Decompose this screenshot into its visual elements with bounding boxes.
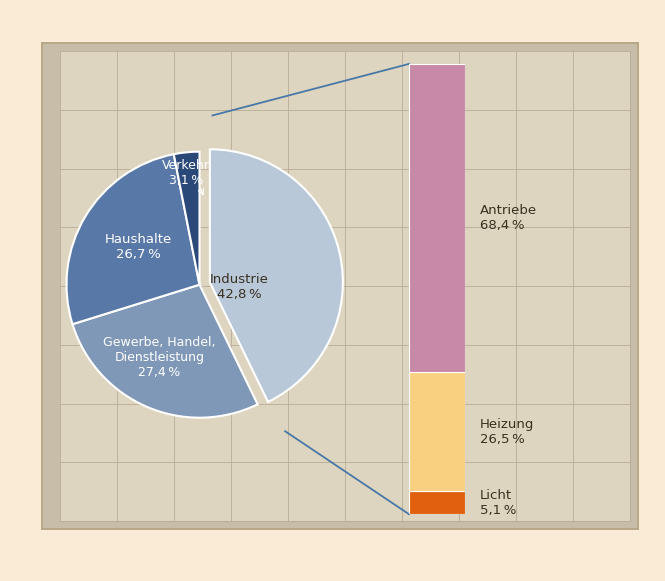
Bar [409, 64, 465, 372]
Text: Antriebe
68,4 %: Antriebe 68,4 % [479, 204, 537, 232]
Wedge shape [174, 152, 199, 285]
Bar [60, 51, 630, 521]
Bar [409, 372, 465, 491]
Text: Gewerbe, Handel,
Dienstleistung
27,4 %: Gewerbe, Handel, Dienstleistung 27,4 % [103, 336, 216, 379]
Text: Heizung
26,5 %: Heizung 26,5 % [479, 418, 534, 446]
Text: Verkehr
3,1 %: Verkehr 3,1 % [162, 159, 210, 187]
Wedge shape [210, 149, 343, 402]
Wedge shape [72, 285, 257, 418]
Wedge shape [66, 154, 200, 324]
Text: Industrie
42,8 %: Industrie 42,8 % [210, 273, 269, 302]
Bar [409, 491, 465, 514]
Text: Haushalte
26,7 %: Haushalte 26,7 % [104, 234, 172, 261]
Bar [465, 64, 474, 514]
Bar [42, 43, 638, 529]
Text: Licht
5,1 %: Licht 5,1 % [479, 489, 516, 517]
